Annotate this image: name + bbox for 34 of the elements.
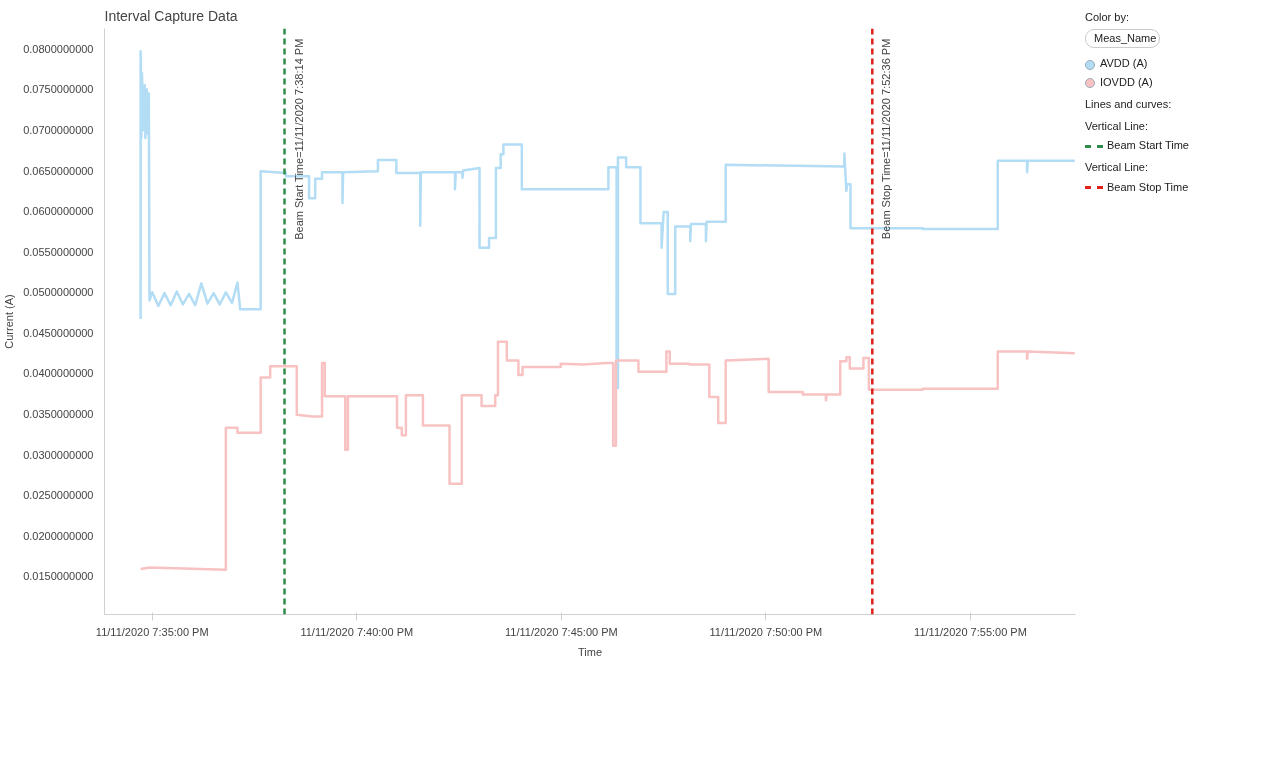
line-series (139, 340, 1076, 572)
text: Vertical Line: (1085, 118, 1149, 134)
text: Lines and curves: (1085, 96, 1173, 112)
y-tick-label: 0.0600000000 (23, 205, 94, 218)
y-tick-label: 0.0700000000 (23, 123, 94, 136)
legend-label: AVDD (A) (1099, 56, 1149, 72)
y-tick-label: 0.0550000000 (23, 245, 94, 258)
ref-line-label: Beam Start Time=11/11/2020 7:38:14 PM (292, 38, 305, 240)
x-axis-title: Time (577, 645, 603, 658)
y-tick-label: 0.0750000000 (23, 83, 94, 96)
ref-line-label: Beam Stop Time=11/11/2020 7:52:36 PM (880, 38, 893, 240)
chart-title: Interval Capture Data (104, 7, 238, 24)
y-tick-label: 0.0400000000 (23, 367, 94, 380)
text: Vertical Line: (1085, 159, 1149, 175)
x-tick-label: 11/11/2020 7:55:00 PM (914, 625, 1027, 638)
y-axis-title: Current (A) (3, 294, 16, 349)
y-tick-label: 0.0650000000 (23, 164, 94, 177)
x-tick-label: 11/11/2020 7:50:00 PM (709, 625, 823, 638)
y-tick-label: 0.0200000000 (23, 529, 94, 542)
y-tick-label: 0.0350000000 (23, 408, 94, 421)
y-tick-label: 0.0500000000 (23, 286, 94, 299)
x-tick-label: 11/11/2020 7:35:00 PM (95, 625, 209, 638)
y-tick-label: 0.0450000000 (23, 326, 94, 339)
text: Beam Stop Time (1106, 179, 1189, 195)
y-tick-label: 0.0800000000 (23, 42, 94, 55)
text: Meas_Name (1085, 28, 1160, 49)
y-tick-label: 0.0300000000 (23, 448, 94, 461)
x-tick-label: 11/11/2020 7:45:00 PM (504, 625, 618, 638)
legend-title: Color by: (1085, 10, 1131, 25)
legend-label: IOVDD (A) (1099, 75, 1154, 91)
x-tick-label: 11/11/2020 7:40:00 PM (300, 625, 414, 638)
y-tick-label: 0.0150000000 (23, 570, 94, 583)
text: Beam Start Time (1106, 138, 1189, 154)
y-tick-label: 0.0250000000 (23, 489, 94, 502)
